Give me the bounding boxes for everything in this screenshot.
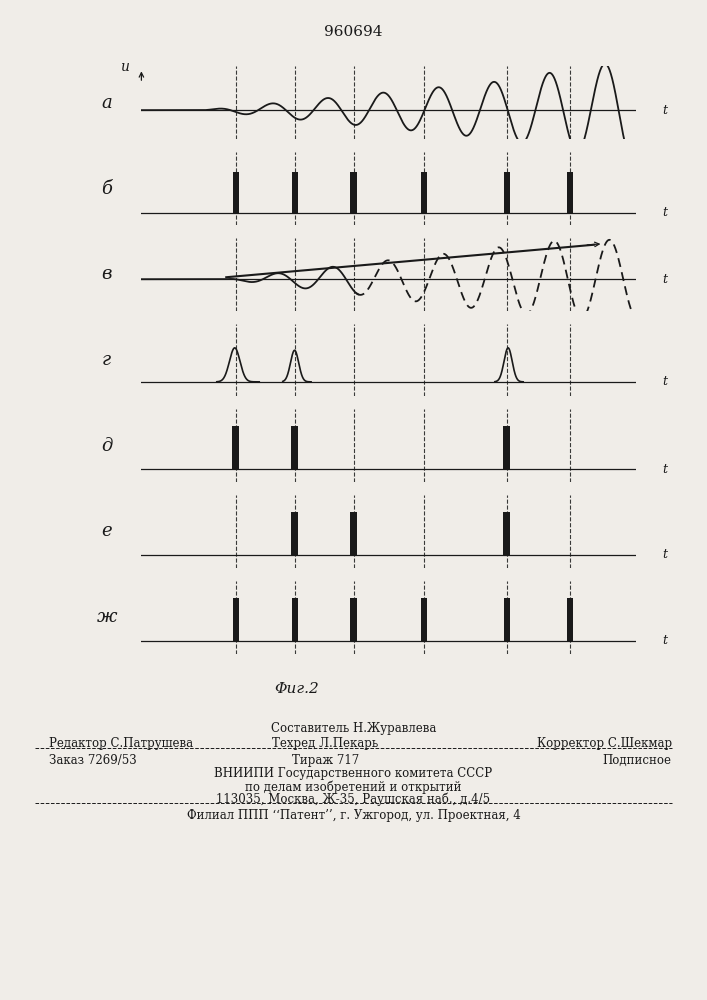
Text: б: б [101, 180, 112, 198]
Text: Филиал ППП ‘‘Патент’’, г. Ужгород, ул. Проектная, 4: Филиал ППП ‘‘Патент’’, г. Ужгород, ул. П… [187, 809, 520, 822]
Text: 113035, Москва, Ж-35, Раушская наб., д.4/5: 113035, Москва, Ж-35, Раушская наб., д.4… [216, 793, 491, 806]
Text: е: е [101, 522, 112, 540]
Text: t: t [662, 104, 667, 117]
Bar [503, 598, 510, 641]
Bar [291, 172, 298, 213]
Bar [350, 512, 357, 555]
Bar [567, 598, 573, 641]
Bar [232, 426, 239, 469]
Text: u: u [120, 60, 129, 74]
Text: г: г [103, 351, 111, 369]
Text: t: t [662, 206, 667, 219]
Bar [351, 172, 356, 213]
Bar [233, 598, 239, 641]
Bar [291, 512, 298, 555]
Bar [503, 512, 510, 555]
Text: по делам изобретений и открытий: по делам изобретений и открытий [245, 780, 462, 794]
Text: Подписное: Подписное [602, 754, 672, 767]
Text: а: а [101, 94, 112, 112]
Bar [503, 426, 510, 469]
Text: 960694: 960694 [325, 25, 382, 39]
Text: t: t [662, 463, 667, 476]
Text: ж: ж [97, 608, 117, 626]
Bar [421, 598, 427, 641]
Bar [351, 598, 356, 641]
Text: Техред Л.Пекарь: Техред Л.Пекарь [272, 737, 378, 750]
Bar [421, 172, 427, 213]
Bar [291, 426, 298, 469]
Text: Заказ 7269/53: Заказ 7269/53 [49, 754, 137, 767]
Text: t: t [662, 548, 667, 562]
Text: Φиг.2: Φиг.2 [274, 682, 320, 696]
Text: Тираж 717: Тираж 717 [291, 754, 359, 767]
Bar [291, 598, 298, 641]
Bar [567, 172, 573, 213]
Text: в: в [102, 265, 112, 283]
Text: t: t [662, 375, 667, 388]
Bar [503, 172, 510, 213]
Text: ВНИИПИ Государственного комитета СССР: ВНИИПИ Государственного комитета СССР [214, 767, 493, 780]
Text: д: д [101, 437, 112, 455]
Text: Составитель Н.Журавлева: Составитель Н.Журавлева [271, 722, 436, 735]
Text: t: t [662, 634, 667, 647]
Text: Редактор С.Патрушева: Редактор С.Патрушева [49, 737, 194, 750]
Text: t: t [662, 273, 667, 286]
Text: Корректор С.Шекмар: Корректор С.Шекмар [537, 737, 672, 750]
Bar [233, 172, 239, 213]
